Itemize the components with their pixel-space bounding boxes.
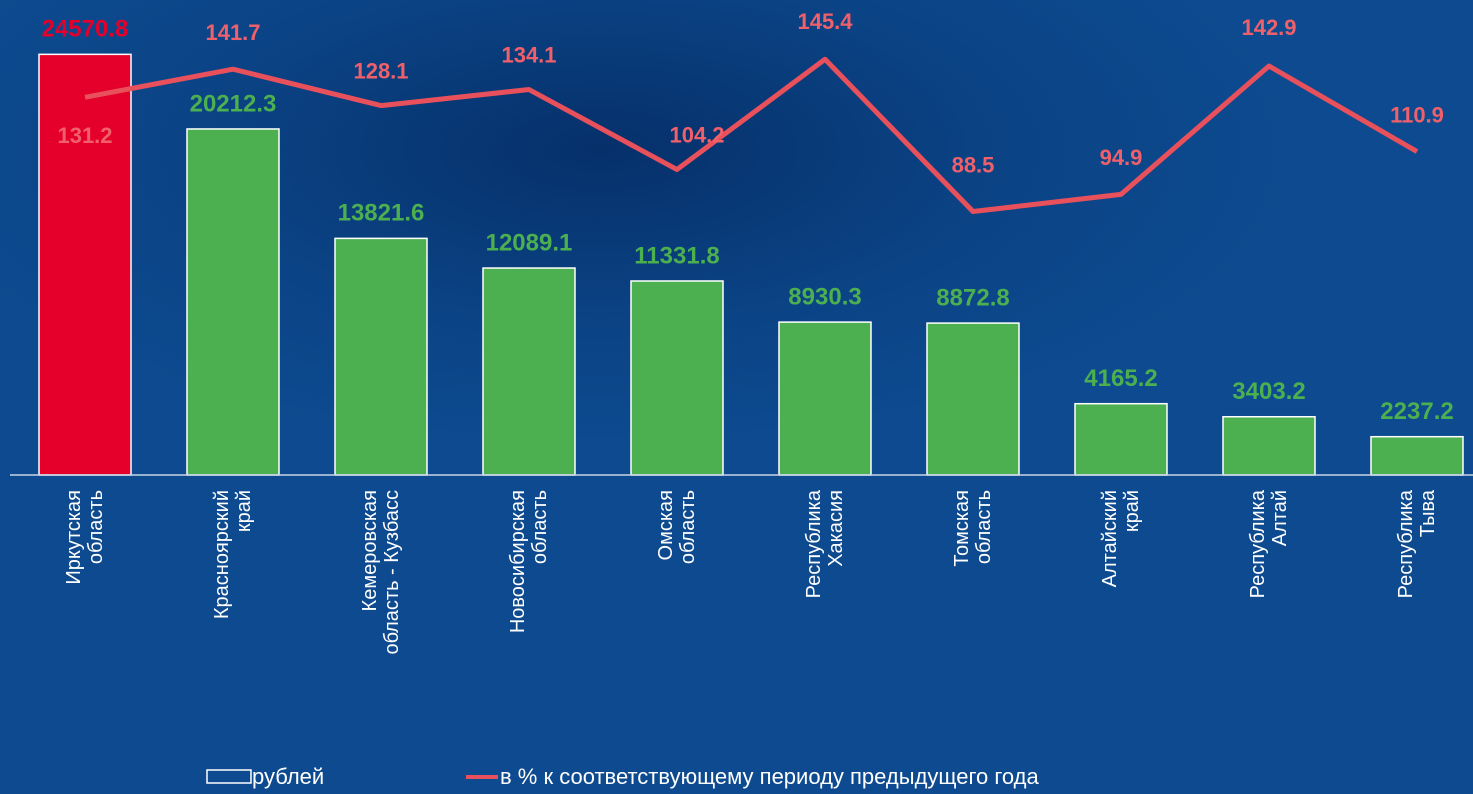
line-series <box>84 56 1419 215</box>
bar-value-label: 3403.2 <box>1232 378 1305 405</box>
legend-label: в % к соответствующему периоду предыдуще… <box>500 764 1040 789</box>
line-value-label: 134.1 <box>501 42 556 67</box>
bar <box>778 321 872 476</box>
line-value-label: 141.7 <box>205 20 260 45</box>
bar-value-label: 2237.2 <box>1380 398 1453 425</box>
x-tick-label: Республика Хакасия <box>803 490 847 599</box>
x-tick-label: Новосибирская область <box>507 490 551 634</box>
x-tick-label: Томская область <box>951 490 995 567</box>
legend-label: рублей <box>252 764 324 789</box>
x-tick-label: Омская область <box>655 490 699 565</box>
line-value-label: 88.5 <box>952 152 995 177</box>
x-tick-label: Республика Тыва <box>1395 490 1439 599</box>
x-tick-label: Иркутская область <box>63 490 107 585</box>
line-value-label: 142.9 <box>1241 15 1296 40</box>
bar-value-label: 4165.2 <box>1084 365 1157 392</box>
bar-value-label: 24570.8 <box>42 16 129 43</box>
x-tick-label: Кемеровская область - Кузбасс <box>359 490 403 655</box>
bar <box>38 53 132 476</box>
bar <box>482 267 576 476</box>
bar-value-label: 8930.3 <box>788 283 861 310</box>
line-value-label: 128.1 <box>353 58 408 83</box>
bar <box>926 322 1020 476</box>
bar <box>1074 402 1168 476</box>
line-value-label: 145.4 <box>797 9 853 34</box>
bar-value-label: 20212.3 <box>190 90 277 117</box>
x-tick-label: Республика Алтай <box>1247 490 1291 599</box>
bar <box>334 237 428 476</box>
bar <box>186 128 280 476</box>
x-tick-label: Красноярский край <box>211 490 255 620</box>
legend-swatch <box>206 769 252 784</box>
bar-value-label: 13821.6 <box>338 200 425 227</box>
bar <box>1222 415 1316 476</box>
bar <box>630 280 724 476</box>
bar-value-label: 11331.8 <box>634 242 719 269</box>
bar <box>1370 435 1464 476</box>
line-value-label: 104.2 <box>669 122 724 147</box>
bar-value-label: 12089.1 <box>486 229 573 256</box>
bar-value-label: 8872.8 <box>936 284 1009 311</box>
line-value-label: 94.9 <box>1100 145 1143 170</box>
line-value-label: 131.2 <box>57 123 112 148</box>
line-value-label: 110.9 <box>1390 102 1444 127</box>
x-tick-label: Алтайский край <box>1099 490 1143 588</box>
